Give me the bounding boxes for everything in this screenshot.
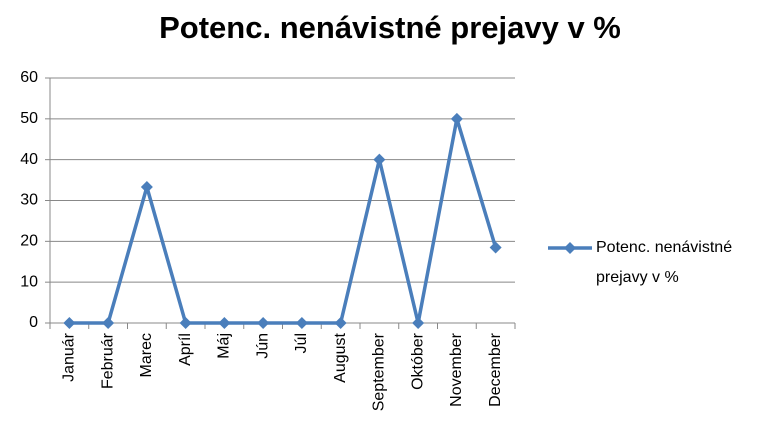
x-tick-label: September — [371, 332, 388, 411]
data-point — [412, 317, 425, 329]
legend-label: Potenc. nenávistné prejavy v % — [596, 239, 733, 286]
data-point — [102, 317, 115, 329]
x-tick-label: November — [448, 332, 465, 406]
series-line — [69, 117, 498, 325]
data-point — [63, 317, 76, 329]
y-tick-label: 20 — [20, 233, 38, 250]
x-tick-label: Október — [409, 332, 426, 390]
x-tick-label: Február — [99, 332, 116, 389]
data-point — [489, 241, 502, 254]
x-tick-label: Január — [61, 332, 78, 382]
y-tick-label: 30 — [20, 192, 38, 209]
legend-entry: Potenc. nenávistné prejavy v % — [596, 239, 733, 286]
y-tick-label: 40 — [20, 151, 38, 168]
x-tick-label: Apríl — [177, 333, 194, 366]
legend-marker — [564, 242, 576, 254]
data-point — [140, 181, 153, 194]
data-point — [373, 153, 386, 166]
data-point — [179, 317, 192, 329]
y-tick-label: 60 — [20, 69, 38, 86]
x-tick-label: Marec — [138, 333, 155, 377]
data-point — [218, 317, 231, 329]
data-point — [257, 317, 270, 329]
data-point — [450, 112, 463, 125]
x-tick-label: Jún — [254, 333, 271, 359]
data-point — [295, 317, 308, 329]
x-tick-label: December — [487, 332, 504, 406]
x-tick-label: Júl — [293, 333, 310, 353]
data-point — [334, 317, 347, 329]
y-tick-label: 10 — [20, 273, 38, 290]
y-tick-label: 50 — [20, 110, 38, 127]
chart-title: Potenc. nenávistné prejavy v % — [159, 10, 621, 45]
x-tick-label: August — [332, 332, 349, 382]
y-tick-label: 0 — [29, 314, 38, 331]
x-tick-label: Máj — [216, 333, 233, 359]
